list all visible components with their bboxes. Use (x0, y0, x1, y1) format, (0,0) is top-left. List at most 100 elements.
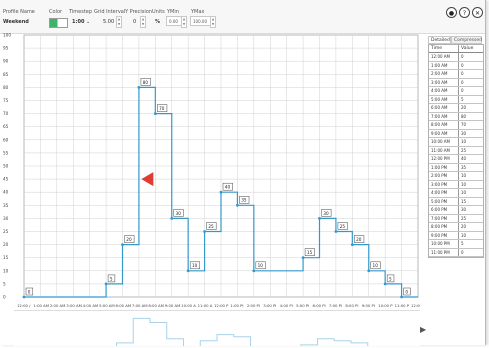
row-value[interactable]: 25 (461, 147, 467, 153)
row-value[interactable]: 0 (461, 71, 464, 76)
profile-chart[interactable]: 0510152025303540455055606570758085909510… (0, 33, 425, 310)
row-value[interactable]: 30 (461, 130, 467, 136)
profile-name-input[interactable]: Weekend (3, 19, 29, 25)
row-value[interactable]: 0 (461, 62, 464, 68)
y-tick-label: 20 (3, 242, 9, 247)
row-value[interactable]: 5 (461, 96, 464, 102)
table-row[interactable]: 2:00 AM 0 (429, 70, 483, 79)
row-value[interactable]: 35 (461, 164, 467, 170)
row-value[interactable]: 30 (461, 207, 467, 212)
data-label: 0 (403, 287, 411, 296)
table-row[interactable]: 5:00 AM 5 (429, 95, 483, 104)
units-input[interactable]: % (155, 19, 161, 25)
data-point (121, 243, 124, 247)
table-row[interactable]: 8:00 PM 20 (429, 223, 483, 232)
table-row[interactable]: 7:00 AM 80 (429, 112, 483, 121)
row-value[interactable]: 15 (461, 198, 467, 204)
help-icon[interactable]: ? (459, 7, 470, 18)
grid-interval-input[interactable]: 5.00 (103, 19, 115, 25)
row-value[interactable]: 10 (461, 173, 467, 178)
data-label-text: 10 (373, 263, 379, 268)
row-value[interactable]: 10 (461, 190, 467, 195)
color-swatch[interactable] (49, 18, 68, 28)
x-tick-label: 1:00 AM (33, 303, 49, 308)
row-value[interactable]: 25 (461, 215, 467, 221)
table-row[interactable]: 3:00 AM 0 (429, 78, 483, 87)
tab-compressed[interactable]: Compressed (451, 36, 482, 44)
row-time: 2:00 AM (429, 70, 459, 78)
row-value[interactable]: 20 (461, 224, 467, 229)
x-tick-label: 5:00 PI (296, 303, 309, 308)
close-icon[interactable]: ✕ (472, 7, 483, 18)
data-label-box (206, 222, 217, 230)
row-value[interactable]: 70 (461, 122, 467, 127)
table-row[interactable]: 3:00 PM 10 (429, 180, 483, 189)
row-value[interactable]: 20 (461, 105, 467, 110)
data-point (334, 230, 338, 233)
row-time: 12:00 AM (429, 53, 459, 61)
y-precision-stepper[interactable]: ▲ ▼ (140, 16, 146, 28)
grid-interval-label: Grid Interval (94, 9, 126, 15)
minimize-icon[interactable]: ● (446, 7, 457, 18)
table-row[interactable]: 6:00 AM 20 (429, 104, 483, 113)
table-row[interactable]: 10:00 PM 5 (429, 240, 483, 249)
x-tick-label: 7:00 PI (329, 303, 342, 308)
row-value[interactable]: 0 (461, 79, 464, 85)
table-row[interactable]: 9:00 PM 10 (429, 231, 483, 240)
table-row[interactable]: 9:00 AM 30 (429, 129, 483, 138)
row-value[interactable]: 10 (461, 181, 467, 187)
row-value[interactable]: 5 (461, 241, 464, 246)
row-value[interactable]: 0 (461, 54, 464, 59)
table-row[interactable]: 10:00 AM 10 (429, 138, 483, 147)
overview-strip[interactable] (14, 310, 420, 348)
y-precision-input[interactable]: 0 (133, 19, 137, 25)
x-tick-label: 12:00 / (17, 303, 31, 308)
row-value[interactable]: 10 (461, 139, 467, 144)
data-point (400, 295, 403, 299)
x-tick-label: 9:00 AM (165, 303, 181, 308)
tab-detailed[interactable]: Detailed (428, 36, 451, 44)
table-row[interactable]: 11:00 AM 25 (429, 146, 483, 155)
ymax-stepper[interactable]: ▲ ▼ (210, 16, 216, 28)
table-row[interactable]: 12:00 PM 40 (429, 155, 483, 164)
y-tick-label: 10 (3, 268, 9, 273)
chart-container: 0 5 10 15 20 25 30 35 40 45 50 55 60 65 70 75 80 85 90 95 10… (0, 33, 425, 310)
table-row[interactable]: 1:00 AM 0 (429, 61, 483, 70)
row-value[interactable]: 40 (461, 156, 467, 161)
data-point (22, 295, 26, 299)
profile-name-label: Profile Name (3, 9, 35, 15)
table-row[interactable]: 2:00 PM 10 (429, 172, 483, 181)
table-row[interactable]: 12:00 AM 0 (429, 53, 483, 62)
row-value[interactable]: 0 (461, 88, 464, 93)
table-row[interactable]: 6:00 PM 30 (429, 206, 483, 215)
data-label-text: 10 (258, 263, 264, 268)
data-point (203, 230, 206, 233)
table-row[interactable]: 11:00 PM 0 (429, 248, 483, 257)
data-label: 35 (239, 196, 250, 204)
scroll-right-icon[interactable]: ▶ (420, 325, 427, 334)
data-point (170, 217, 174, 220)
row-time: 11:00 PM (429, 248, 459, 256)
grid-interval-stepper[interactable]: ▲ ▼ (116, 16, 122, 28)
y-tick-label: 15 (3, 255, 9, 260)
table-row[interactable]: 1:00 PM 35 (429, 163, 483, 172)
data-labels: 0 5 20 80 70 30 10 25 40 35 10 15 30 25 20 10 5 0 (25, 78, 411, 296)
data-label-box (370, 261, 381, 270)
table-row[interactable]: 7:00 PM 25 (429, 214, 483, 223)
data-point (153, 112, 157, 115)
table-row[interactable]: 4:00 PM 10 (429, 189, 483, 198)
row-value[interactable]: 10 (461, 232, 467, 238)
table-row[interactable]: 4:00 AM 0 (429, 87, 483, 96)
row-time: 3:00 PM (429, 180, 459, 188)
y-axis-ticks: 0 5 10 15 20 25 30 35 40 45 50 55 60 65 70 75 80 85 90 95 10… (3, 33, 11, 300)
ymin-stepper[interactable]: ▲ ▼ (181, 16, 187, 28)
data-label-box (157, 104, 168, 112)
row-value[interactable]: 80 (461, 113, 467, 119)
table-body: 12:00 AM 0 1:00 AM 0 2:00 AM 0 3:00 AM 0 4:00 AM… (429, 53, 483, 257)
x-tick-label: 4:00 AM (83, 303, 99, 308)
row-value[interactable]: 0 (461, 249, 464, 255)
chevron-down-icon[interactable]: ⌄ (86, 19, 91, 25)
timestep-select[interactable]: 1:00 (72, 19, 85, 25)
table-row[interactable]: 5:00 PM 15 (429, 197, 483, 206)
table-row[interactable]: 8:00 AM 70 (429, 121, 483, 130)
